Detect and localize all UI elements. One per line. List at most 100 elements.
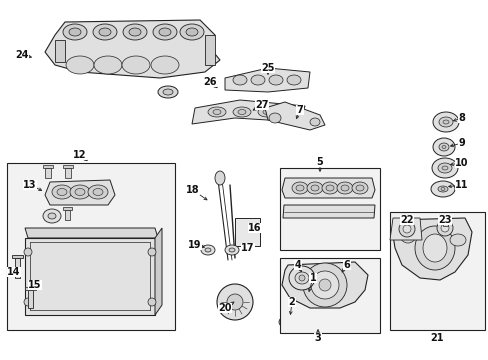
Text: 27: 27 [255, 100, 268, 110]
Ellipse shape [422, 234, 446, 262]
Ellipse shape [63, 24, 87, 40]
Ellipse shape [449, 234, 465, 246]
Polygon shape [155, 228, 162, 315]
Text: 9: 9 [458, 138, 465, 148]
Bar [7, 163, 175, 330]
Ellipse shape [148, 248, 156, 256]
Ellipse shape [43, 209, 61, 223]
Text: 20: 20 [218, 303, 231, 313]
Ellipse shape [66, 56, 94, 74]
Ellipse shape [228, 248, 235, 252]
Ellipse shape [441, 145, 445, 148]
Text: 15: 15 [28, 280, 41, 290]
Ellipse shape [263, 109, 270, 114]
Text: 13: 13 [23, 180, 37, 190]
Ellipse shape [88, 185, 108, 199]
Polygon shape [43, 165, 53, 168]
Ellipse shape [75, 189, 85, 195]
Ellipse shape [232, 107, 250, 117]
Text: 14: 14 [7, 267, 20, 277]
Text: 12: 12 [73, 150, 86, 160]
Ellipse shape [288, 266, 314, 290]
Text: 26: 26 [203, 77, 216, 87]
Ellipse shape [268, 75, 283, 85]
Ellipse shape [309, 118, 319, 126]
Ellipse shape [295, 185, 304, 191]
Ellipse shape [287, 109, 295, 114]
Text: 4: 4 [294, 260, 301, 270]
Ellipse shape [24, 248, 32, 256]
Ellipse shape [440, 188, 444, 190]
Ellipse shape [217, 284, 252, 320]
Ellipse shape [440, 224, 448, 232]
Polygon shape [204, 35, 215, 65]
Ellipse shape [158, 86, 178, 98]
Ellipse shape [287, 282, 327, 322]
Ellipse shape [207, 107, 225, 117]
Ellipse shape [94, 56, 122, 74]
Ellipse shape [306, 182, 323, 194]
Polygon shape [12, 255, 23, 258]
Text: 22: 22 [400, 215, 413, 225]
Ellipse shape [258, 107, 275, 117]
Ellipse shape [57, 189, 67, 195]
Ellipse shape [430, 181, 454, 197]
Ellipse shape [201, 245, 215, 255]
Polygon shape [55, 40, 65, 62]
Ellipse shape [69, 28, 81, 36]
Polygon shape [442, 218, 447, 226]
Polygon shape [65, 168, 71, 178]
Ellipse shape [441, 166, 447, 170]
Ellipse shape [224, 245, 239, 255]
Text: 25: 25 [261, 63, 274, 73]
Ellipse shape [432, 138, 454, 156]
Polygon shape [15, 258, 20, 278]
Ellipse shape [148, 298, 156, 306]
Polygon shape [264, 102, 325, 130]
Ellipse shape [398, 221, 414, 237]
Ellipse shape [232, 75, 246, 85]
Ellipse shape [215, 171, 224, 185]
Polygon shape [280, 315, 289, 322]
Text: 16: 16 [248, 223, 261, 233]
Text: 17: 17 [241, 243, 254, 253]
Bar [280, 258, 379, 333]
Text: 8: 8 [458, 113, 465, 123]
Ellipse shape [153, 24, 177, 40]
Ellipse shape [436, 220, 452, 236]
Ellipse shape [310, 271, 338, 299]
Ellipse shape [250, 75, 264, 85]
Ellipse shape [93, 24, 117, 40]
Ellipse shape [437, 186, 447, 192]
Polygon shape [25, 228, 158, 238]
Ellipse shape [299, 294, 315, 310]
Ellipse shape [414, 226, 454, 270]
Ellipse shape [163, 89, 173, 95]
Text: 1: 1 [309, 273, 316, 283]
Ellipse shape [159, 28, 171, 36]
Text: 5: 5 [316, 157, 323, 167]
Ellipse shape [442, 120, 448, 124]
Ellipse shape [151, 56, 179, 74]
Ellipse shape [24, 298, 32, 306]
Ellipse shape [438, 117, 452, 127]
Text: 24: 24 [15, 50, 29, 60]
Bar [389, 212, 484, 330]
Ellipse shape [180, 24, 203, 40]
Polygon shape [282, 178, 374, 198]
Polygon shape [224, 68, 309, 92]
Bar [235, 218, 260, 246]
Polygon shape [28, 290, 33, 308]
Polygon shape [389, 218, 421, 240]
Polygon shape [192, 100, 305, 124]
Text: 23: 23 [437, 215, 451, 225]
Ellipse shape [351, 182, 367, 194]
Ellipse shape [123, 24, 147, 40]
Text: 11: 11 [454, 180, 468, 190]
Ellipse shape [99, 28, 111, 36]
Text: 21: 21 [429, 333, 443, 343]
Text: 18: 18 [186, 185, 200, 195]
Text: 2: 2 [288, 297, 295, 307]
Ellipse shape [70, 185, 90, 199]
Ellipse shape [325, 185, 333, 191]
